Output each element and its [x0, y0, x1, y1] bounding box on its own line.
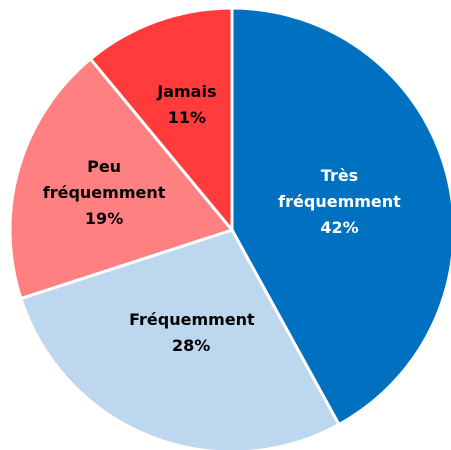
slice-label: Jamais 11%	[125, 79, 249, 131]
category-label: Peu fréquemment	[42, 156, 166, 202]
pie-slice	[88, 6, 234, 235]
value-label: 28%	[171, 336, 211, 356]
slice-label: Peu fréquemment 19%	[42, 154, 166, 232]
category-label: Fréquemment	[129, 310, 255, 330]
value-label: 19%	[84, 208, 124, 228]
category-label: Jamais	[157, 81, 217, 101]
category-label: Très fréquemment	[278, 166, 401, 212]
pie-slice	[18, 228, 341, 450]
value-label: 11%	[167, 107, 207, 127]
value-label: 42%	[320, 218, 359, 238]
pie-slice	[230, 6, 451, 427]
slice-label: Très fréquemment 42%	[278, 163, 402, 241]
pie-slice	[8, 56, 235, 301]
slice-label: Fréquemment 28%	[129, 307, 255, 359]
